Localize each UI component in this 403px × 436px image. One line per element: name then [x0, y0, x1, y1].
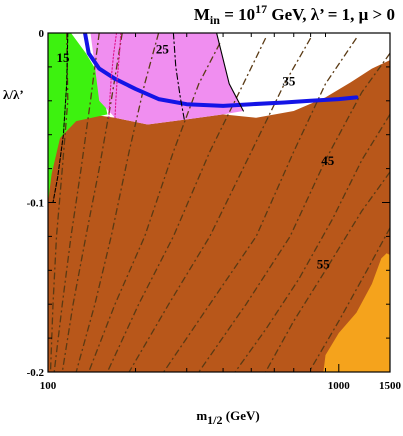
contour-label-25: 25 [156, 41, 170, 56]
line-blue-boundary [83, 33, 359, 108]
title-eq: = 10 [220, 5, 255, 24]
line-pink-dotted-2 [114, 33, 122, 119]
y-tick-label-0: 0 [39, 28, 45, 40]
x-axis-label: m1/2 (GeV) [196, 408, 259, 427]
contour-line-12 [308, 227, 390, 372]
x-label-rest: (GeV) [223, 408, 260, 423]
contour-line-10 [234, 114, 390, 372]
y-tick-label--0.2: -0.2 [27, 367, 45, 379]
contour-label-45: 45 [321, 153, 335, 168]
contour-line-4 [75, 33, 160, 372]
contour-label-15: 15 [57, 50, 71, 65]
line-black-line-boundary [216, 33, 244, 112]
region-green [48, 33, 108, 203]
x-tick-label-1000: 1000 [328, 380, 351, 392]
contour-line-3 [61, 33, 123, 372]
contour-line-8 [163, 37, 357, 372]
x-tick-label-1500: 1500 [379, 380, 402, 392]
title-rest: GeV, λ’ = 1, μ > 0 [267, 5, 395, 24]
y-axis-label: λ/λ’ [3, 87, 24, 102]
title-prefix-sub: in [210, 13, 220, 27]
line-black-dashed [52, 33, 69, 204]
contour-line-9 [198, 52, 390, 372]
plot-area: 15 25 35 45 55 100 1000 1500 0 -0.1 -0.2 [27, 28, 402, 392]
plot-content: 15 25 35 45 55 [48, 33, 390, 372]
contour-line-11 [265, 171, 390, 372]
y-tick-label--0.1: -0.1 [27, 198, 44, 210]
contour-label-55: 55 [317, 257, 331, 272]
line-pink-dotted-1 [108, 33, 118, 119]
chart-title: Min = 1017 GeV, λ’ = 1, μ > 0 [194, 2, 395, 27]
contour-line-7 [128, 37, 312, 372]
contour-label-35: 35 [282, 74, 296, 89]
title-exponent: 17 [255, 2, 267, 16]
title-prefix: M [194, 5, 210, 24]
line-black-dashdot [172, 33, 186, 122]
region-brown [48, 60, 390, 372]
region-orange [323, 253, 390, 372]
x-tick-label-100: 100 [40, 380, 57, 392]
x-label-sub: 1/2 [207, 413, 222, 427]
contour-line-1 [49, 33, 69, 372]
region-pink [90, 33, 244, 125]
x-label-main: m [196, 408, 207, 423]
contour-line-2 [53, 33, 100, 372]
